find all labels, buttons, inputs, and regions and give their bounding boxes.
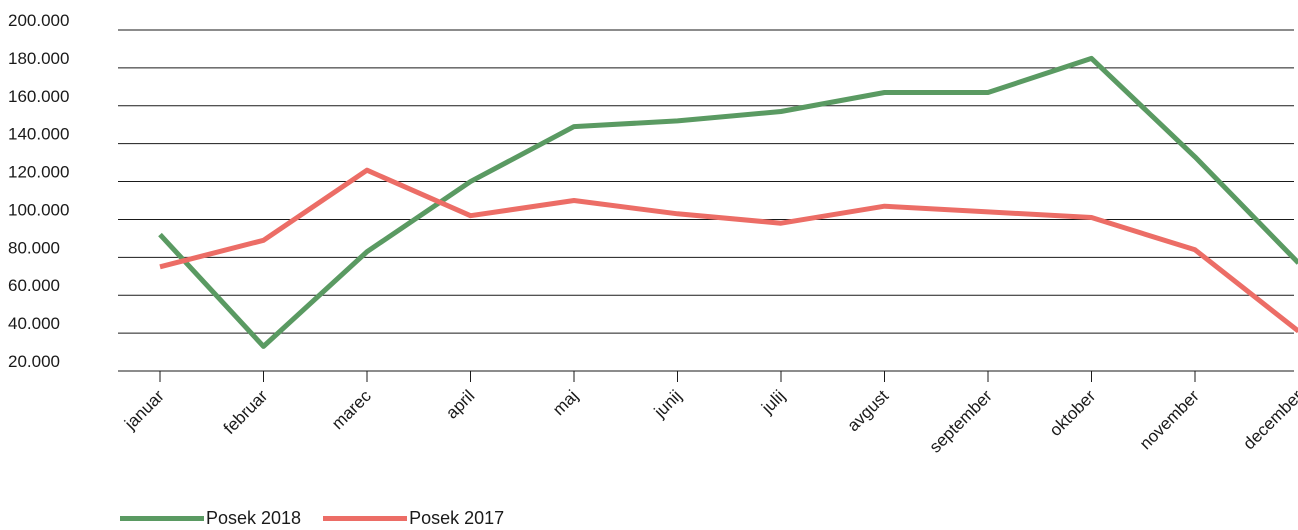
- legend-swatch-2018: [120, 516, 204, 521]
- series-line-2017: [159, 167, 1298, 334]
- x-tick-label: november: [1136, 386, 1203, 453]
- gridlines: [118, 29, 1294, 372]
- x-axis-ticks: januar februar marec april maj junij julij avgu…: [120, 371, 1298, 457]
- series-lines: [158, 55, 1298, 349]
- series-line-2018: [158, 55, 1298, 349]
- y-tick-label: 200.000: [8, 11, 69, 30]
- legend-swatch-2017: [323, 516, 408, 521]
- legend-item-2017: Posek 2017: [323, 508, 504, 529]
- x-tick-label: avgust: [843, 386, 892, 435]
- y-tick-label: 120.000: [8, 163, 69, 182]
- x-tick-label: december: [1239, 386, 1298, 453]
- x-tick-label: februar: [220, 386, 272, 438]
- x-tick-label: oktober: [1046, 386, 1100, 440]
- y-tick-label: 160.000: [8, 87, 69, 106]
- legend-label-2018: Posek 2018: [206, 508, 302, 528]
- y-tick-label: 180.000: [8, 49, 69, 68]
- x-tick-label: julij: [757, 386, 789, 418]
- y-tick-label: 80.000: [8, 238, 60, 257]
- y-tick-label: 140.000: [8, 125, 69, 144]
- y-tick-label: 100.000: [8, 200, 69, 219]
- x-tick-label: april: [442, 386, 478, 422]
- x-tick-label: junij: [650, 386, 686, 422]
- y-tick-label: 60.000: [8, 276, 60, 295]
- y-axis-ticks: 20.000 40.000 60.000 80.000 100.000 120.000 14…: [8, 11, 69, 371]
- line-chart: 20.000 40.000 60.000 80.000 100.000 120.000 14…: [8, 11, 1298, 457]
- legend: Posek 2018 Posek 2017: [120, 508, 526, 529]
- x-tick-label: januar: [120, 386, 168, 434]
- legend-label-2017: Posek 2017: [409, 508, 505, 528]
- y-tick-label: 40.000: [8, 314, 60, 333]
- legend-item-2018: Posek 2018: [120, 508, 301, 529]
- y-tick-label: 20.000: [8, 352, 60, 371]
- x-tick-label: maj: [549, 386, 582, 419]
- x-tick-label: september: [926, 386, 996, 456]
- x-tick-label: marec: [328, 386, 375, 433]
